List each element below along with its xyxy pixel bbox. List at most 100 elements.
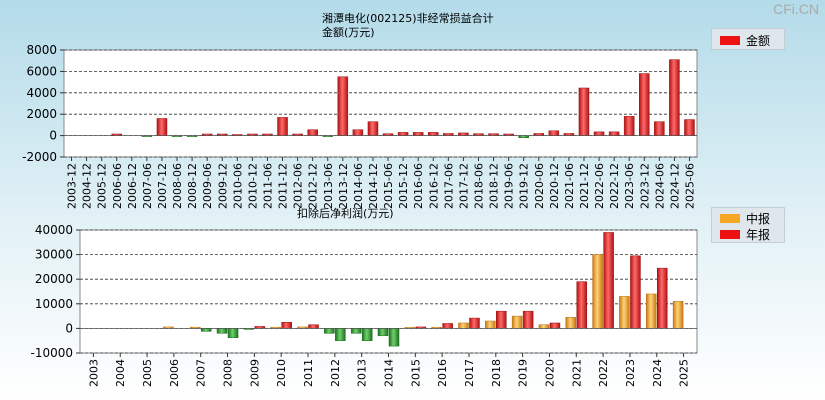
legend-label: 中报 (746, 211, 771, 226)
chart2-xtick-label: 2005 (141, 359, 154, 387)
chart2-bar-interim (672, 301, 684, 329)
chart1-title: 湘潭电化(002125)非经常损益合计 (322, 12, 494, 25)
chart1-bar (639, 73, 650, 136)
chart1-xtick-label: 2005-12 (96, 163, 109, 209)
chart1-legend: 金额 (711, 28, 785, 50)
chart1-bar (578, 87, 590, 136)
chart2-bar-interim (350, 328, 362, 334)
chart2-ytick-label: 10000 (35, 297, 73, 311)
chart1-xtick-label: 2021-06 (563, 163, 576, 209)
chart1-subtitle: 金额(万元) (322, 26, 375, 39)
chart1-xtick-label: 2004-12 (81, 163, 94, 209)
chart2-ytick-label: 40000 (35, 223, 73, 237)
chart2-bar-interim (511, 315, 523, 329)
chart2-xtick-label: 2015 (409, 359, 422, 387)
chart2-bar-annual (227, 328, 239, 338)
chart2-bar-interim (592, 254, 603, 329)
chart1-xtick-label: 2009-06 (201, 163, 214, 209)
chart2-legend: 中报 年报 (711, 207, 785, 243)
chart2-bar-interim (216, 328, 228, 334)
chart2-bar-interim (458, 322, 469, 329)
chart1-xtick-label: 2023-12 (638, 163, 651, 209)
chart1-bar (684, 119, 695, 136)
chart1-xtick-label: 2023-06 (623, 163, 636, 209)
chart2-ytick-label: -10000 (30, 346, 73, 360)
chart2-bar-interim (565, 317, 577, 329)
chart2-bar-annual (522, 310, 534, 329)
chart1-bar (428, 132, 439, 136)
legend-item-interim: 中报 (712, 210, 784, 226)
chart1-xtick-label: 2007-12 (156, 163, 169, 209)
chart1-xtick-label: 2025-06 (683, 163, 696, 209)
chart2-xtick-label: 2025 (678, 359, 691, 387)
chart1-bar (608, 131, 620, 136)
chart1-bar (548, 130, 560, 136)
chart2-bar-annual (388, 328, 400, 347)
chart1-xtick-label: 2018-12 (488, 163, 501, 209)
chart1-xtick-label: 2006-12 (126, 163, 139, 209)
chart1-xtick-label: 2012-06 (292, 163, 305, 209)
chart1-bar (623, 116, 635, 136)
chart1-bar (337, 76, 349, 136)
chart1-ytick-label: 0 (49, 129, 57, 143)
chart2-bar-annual (281, 322, 292, 329)
chart2-xtick-label: 2004 (114, 359, 127, 387)
chart1-ytick-label: 4000 (26, 86, 57, 100)
chart2-bar-interim (485, 320, 496, 329)
chart1-xtick-label: 2014-06 (352, 163, 365, 209)
chart1-bar (654, 121, 665, 136)
chart1-ytick-label: 6000 (26, 64, 57, 78)
chart2-xtick-label: 2023 (624, 359, 637, 387)
chart1-ytick-label: 2000 (26, 107, 57, 121)
chart1-ytick-label: 8000 (26, 43, 57, 57)
chart2-bar-interim (646, 293, 657, 329)
chart2-bar-annual (200, 328, 212, 332)
watermark: CFi.CN (773, 1, 819, 17)
chart1-xtick-label: 2010-12 (246, 163, 259, 209)
chart1-bar (397, 132, 409, 136)
chart1-xtick-label: 2016-06 (412, 163, 425, 209)
chart2-xtick-label: 2008 (222, 359, 235, 387)
chart2-bar-annual (308, 324, 319, 329)
chart2-xtick-label: 2021 (570, 359, 583, 387)
chart1-xtick-label: 2010-06 (231, 163, 244, 209)
chart2-bar-annual (603, 232, 614, 329)
chart1-xtick-label: 2022-12 (608, 163, 621, 209)
legend-label: 年报 (746, 227, 771, 242)
legend-swatch (720, 35, 740, 45)
chart2-bar-annual (442, 323, 453, 329)
chart1-xtick-label: 2024-06 (653, 163, 666, 209)
chart2-xtick-label: 2018 (490, 359, 503, 387)
chart2-xtick-label: 2016 (436, 359, 449, 387)
chart2-xtick-label: 2012 (329, 359, 342, 387)
chart1-bar (277, 117, 288, 136)
chart1-bar (412, 132, 424, 136)
chart2-xtick-label: 2009 (248, 359, 261, 387)
chart1-xtick-label: 2021-12 (578, 163, 591, 209)
chart1-xtick-label: 2011-06 (261, 163, 274, 209)
chart2-xtick-label: 2010 (275, 359, 288, 387)
legend-swatch (720, 213, 740, 223)
chart2-ytick-label: 20000 (35, 272, 73, 286)
chart1-ytick-label: -2000 (22, 150, 57, 164)
chart2-bar-annual (576, 281, 588, 329)
chart1-xtick-label: 2015-12 (397, 163, 410, 209)
chart1-xtick-label: 2013-06 (322, 163, 335, 209)
chart1-xtick-label: 2022-06 (593, 163, 606, 209)
chart2-xtick-label: 2013 (356, 359, 369, 387)
chart1-bar (458, 132, 469, 136)
chart2-xtick-label: 2022 (597, 359, 610, 387)
chart1-xtick-label: 2024-12 (668, 163, 681, 209)
chart2-bar-annual (335, 328, 346, 341)
chart1-xtick-label: 2017-06 (442, 163, 455, 209)
chart1-xtick-label: 2013-12 (337, 163, 350, 209)
chart1-xtick-label: 2003-12 (66, 163, 79, 209)
chart2-ytick-label: 0 (65, 321, 73, 335)
chart1-xtick-label: 2019-12 (518, 163, 531, 209)
legend-label: 金额 (746, 33, 771, 48)
chart1-xtick-label: 2008-12 (186, 163, 199, 209)
chart2-bar-annual (496, 310, 507, 329)
chart1-xtick-label: 2012-12 (307, 163, 320, 209)
chart2-xtick-label: 2003 (87, 359, 100, 387)
chart2-xtick-label: 2006 (168, 359, 181, 387)
